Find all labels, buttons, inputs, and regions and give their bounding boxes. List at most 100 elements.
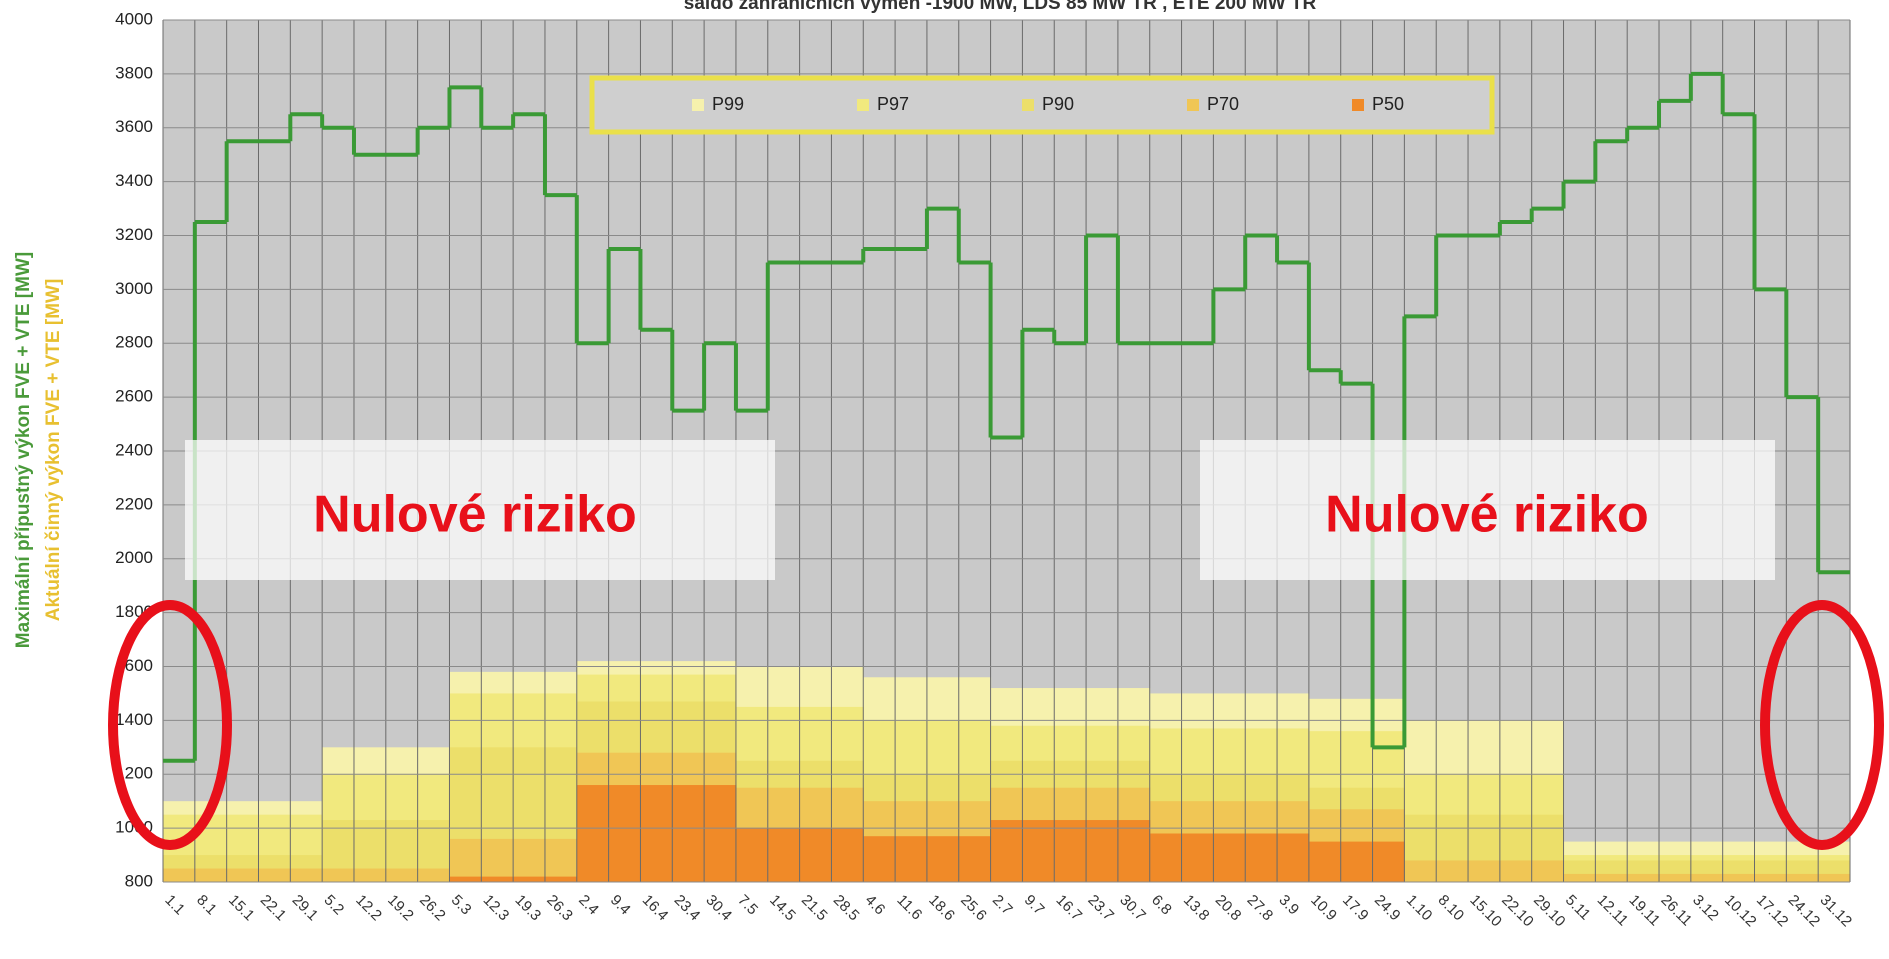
legend-swatch: [1352, 99, 1364, 111]
percentile-area: [1468, 860, 1501, 882]
y-tick-label: 800: [125, 871, 153, 890]
percentile-area: [290, 868, 323, 882]
x-tick-label: 31.12: [1817, 892, 1856, 931]
percentile-area: [958, 836, 992, 882]
x-tick-label: 14.5: [766, 892, 799, 925]
percentile-area: [895, 836, 928, 882]
percentile-area: [1245, 833, 1278, 882]
percentile-area: [417, 868, 450, 882]
y-tick-label: 2200: [115, 494, 153, 513]
percentile-area: [1308, 841, 1342, 882]
x-tick-label: 2.7: [989, 892, 1016, 919]
percentile-area: [1404, 860, 1437, 882]
y-tick-label: 2000: [115, 548, 153, 567]
percentile-area: [767, 828, 801, 882]
x-tick-label: 26.2: [416, 892, 449, 925]
percentile-area: [1277, 833, 1310, 882]
x-tick-label: 18.6: [925, 892, 958, 925]
y-tick-label: 3600: [115, 117, 153, 136]
x-tick-label: 5.2: [321, 892, 348, 919]
x-tick-label: 28.5: [830, 892, 863, 925]
legend-label: P70: [1207, 94, 1239, 114]
percentile-area: [385, 868, 419, 882]
percentile-area: [1436, 860, 1469, 882]
y-tick-label: 2600: [115, 387, 153, 406]
x-tick-label: 15.10: [1466, 892, 1505, 931]
percentile-area: [1213, 833, 1246, 882]
percentile-area: [1117, 820, 1151, 882]
x-tick-label: 9.4: [607, 892, 634, 919]
percentile-area: [672, 785, 705, 882]
chart-title: saldo zahraničních výměn -1900 MW, LDS 8…: [684, 0, 1317, 14]
percentile-area: [513, 838, 546, 882]
x-tick-label: 12.3: [480, 892, 513, 925]
y-tick-label: 2400: [115, 440, 153, 459]
x-tick-label: 22.10: [1498, 892, 1537, 931]
percentile-area: [640, 785, 673, 882]
percentile-area: [194, 868, 228, 882]
highlight-ellipse: [108, 600, 232, 850]
x-tick-label: 7.5: [734, 892, 761, 919]
percentile-area: [735, 828, 769, 882]
x-tick-label: 30.7: [1116, 892, 1149, 925]
legend-swatch: [1022, 99, 1034, 111]
percentile-area: [481, 838, 514, 882]
highlight-ellipse: [1760, 600, 1884, 850]
percentile-area: [990, 820, 1023, 882]
percentile-area: [322, 868, 355, 882]
x-tick-label: 22.1: [257, 892, 290, 925]
y-tick-label: 3200: [115, 225, 153, 244]
y-tick-label: 3800: [115, 63, 153, 82]
y-tick-label: 2800: [115, 333, 153, 352]
percentile-area: [1499, 860, 1533, 882]
percentile-area: [513, 876, 546, 882]
x-tick-label: 11.6: [893, 892, 925, 924]
x-tick-label: 12.2: [352, 892, 385, 925]
percentile-area: [926, 836, 960, 882]
x-tick-label: 29.10: [1530, 892, 1569, 931]
percentile-area: [481, 876, 514, 882]
annotation-band: [1200, 440, 1775, 580]
x-tick-label: 17.12: [1753, 892, 1792, 931]
percentile-area: [1690, 873, 1724, 882]
percentile-area: [704, 785, 737, 882]
x-tick-label: 23.4: [671, 892, 704, 925]
percentile-area: [226, 868, 259, 882]
percentile-area: [544, 876, 578, 882]
x-tick-label: 26.3: [543, 892, 576, 925]
annotation-band: [185, 440, 775, 580]
percentile-area: [608, 785, 641, 882]
x-tick-label: 9.7: [1021, 892, 1048, 919]
x-tick-label: 16.4: [639, 892, 672, 925]
percentile-area: [1086, 820, 1119, 882]
percentile-area: [863, 836, 896, 882]
y-tick-label: 4000: [115, 9, 153, 28]
y-tick-label: 1200: [115, 764, 153, 783]
x-tick-label: 19.11: [1626, 892, 1664, 930]
x-tick-label: 2.4: [575, 892, 602, 919]
x-tick-label: 8.1: [193, 892, 220, 919]
percentile-area: [799, 828, 832, 882]
percentile-area: [1372, 841, 1405, 882]
percentile-area: [576, 785, 610, 882]
legend-label: P90: [1042, 94, 1074, 114]
legend-label: P50: [1372, 94, 1404, 114]
x-tick-label: 20.8: [1212, 892, 1245, 925]
legend-label: P97: [877, 94, 909, 114]
legend-swatch: [692, 99, 704, 111]
x-tick-label: 8.10: [1435, 892, 1468, 925]
percentile-area: [1181, 833, 1214, 882]
x-tick-label: 23.7: [1084, 892, 1117, 925]
percentile-area: [1786, 873, 1819, 882]
x-tick-label: 26.11: [1657, 892, 1695, 930]
percentile-area: [1754, 873, 1787, 882]
x-tick-label: 25.6: [957, 892, 990, 925]
percentile-area: [449, 838, 482, 882]
percentile-area: [544, 838, 578, 882]
x-tick-label: 15.1: [225, 892, 258, 925]
legend-swatch: [1187, 99, 1199, 111]
annotation: Nulové riziko: [1325, 486, 1649, 544]
percentile-area: [1531, 860, 1565, 882]
x-tick-label: 4.6: [862, 892, 889, 919]
